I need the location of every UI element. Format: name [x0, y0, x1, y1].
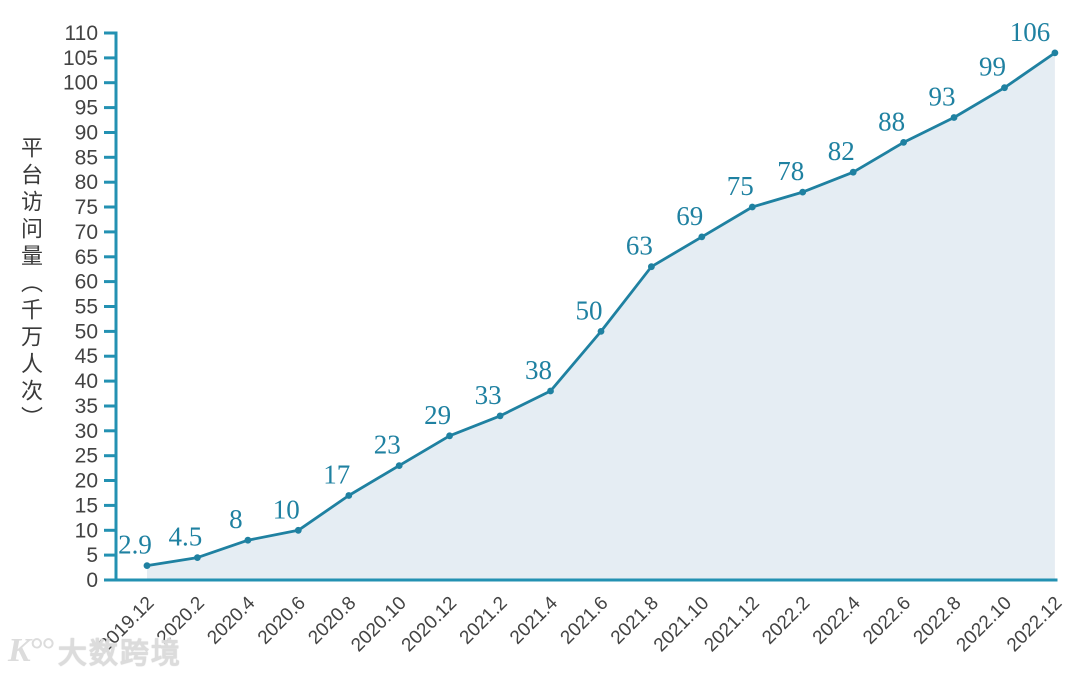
x-tick-label: 2022.4: [809, 592, 865, 648]
x-tick-label: 2022.2: [758, 593, 814, 649]
y-tick-label: 0: [86, 569, 98, 592]
data-label: 2.9: [118, 530, 152, 560]
data-label: 88: [878, 106, 905, 136]
data-label: 75: [727, 171, 754, 201]
x-tick-label: 2021.2: [456, 593, 512, 649]
data-point-marker: [446, 432, 453, 440]
y-tick-label: 110: [65, 22, 98, 45]
data-point-marker: [748, 203, 756, 211]
data-point-marker: [143, 562, 151, 569]
data-point-marker: [244, 536, 252, 544]
y-tick-label: 40: [75, 370, 98, 393]
x-tick-label: 2020.12: [398, 593, 461, 656]
data-label: 8: [229, 504, 243, 534]
data-point-marker: [597, 328, 605, 335]
data-point-marker: [294, 526, 302, 534]
x-tick-label: 2021.10: [650, 593, 713, 656]
data-label: 23: [374, 430, 401, 460]
data-point-marker: [194, 554, 201, 561]
data-label: 82: [828, 136, 855, 166]
y-tick-label: 55: [75, 296, 98, 319]
data-label: 78: [777, 156, 804, 186]
y-tick-label: 35: [75, 395, 98, 418]
y-tick-label: 75: [75, 196, 98, 219]
y-tick-label: 45: [75, 345, 98, 368]
data-label: 33: [475, 380, 502, 410]
watermark-logo-icon: K°°: [8, 632, 54, 669]
y-tick-label: 100: [63, 72, 98, 95]
data-point-marker: [950, 114, 958, 121]
data-point-marker: [345, 492, 353, 499]
data-label: 106: [1010, 17, 1051, 47]
data-point-marker: [799, 188, 807, 196]
data-point-marker: [1051, 49, 1059, 57]
data-label: 10: [273, 494, 300, 524]
y-tick-label: 15: [75, 494, 98, 517]
data-point-marker: [547, 387, 554, 395]
watermark: K°° 大数跨境: [8, 630, 182, 672]
y-tick-label: 80: [75, 171, 98, 194]
data-point-marker: [395, 462, 403, 469]
y-tick-label: 50: [75, 320, 98, 343]
y-tick-label: 90: [75, 122, 98, 145]
y-tick-label: 60: [75, 271, 98, 294]
data-label: 17: [323, 460, 350, 490]
data-point-marker: [698, 233, 706, 241]
data-label: 38: [525, 355, 552, 385]
area-fill: [147, 52, 1055, 580]
y-tick-label: 65: [75, 246, 98, 269]
data-label: 93: [929, 82, 956, 112]
y-tick-label: 30: [75, 420, 98, 443]
x-tick-label: 2022.12: [1003, 593, 1066, 656]
watermark-text: 大数跨境: [57, 638, 182, 670]
x-tick-label: 2022.6: [859, 593, 915, 649]
data-point-marker: [900, 139, 907, 146]
data-label: 99: [979, 52, 1006, 82]
data-point-marker: [496, 412, 504, 420]
data-label: 69: [676, 201, 703, 231]
x-tick-label: 2022.10: [953, 593, 1016, 656]
x-tick-label: 2021.12: [700, 593, 763, 656]
data-label: 63: [626, 231, 653, 261]
data-point-marker: [648, 263, 655, 271]
y-tick-label: 105: [63, 47, 98, 70]
data-label: 29: [424, 400, 451, 430]
x-tick-label: 2020.6: [254, 593, 310, 649]
y-axis-title: 平台访问量（千万人次）: [18, 136, 43, 433]
y-tick-label: 70: [75, 221, 98, 244]
data-point-marker: [1001, 84, 1008, 92]
x-tick-label: 2021.4: [506, 592, 562, 648]
y-tick-label: 20: [75, 470, 98, 493]
y-tick-label: 10: [75, 519, 98, 542]
x-tick-label: 2020.4: [203, 592, 259, 648]
x-tick-label: 2021.6: [557, 593, 613, 649]
data-label: 50: [576, 295, 603, 325]
y-tick-label: 5: [86, 544, 98, 567]
y-tick-label: 25: [75, 445, 98, 468]
data-label: 4.5: [169, 522, 203, 552]
data-point-marker: [849, 168, 857, 176]
x-tick-label: 2020.10: [347, 593, 410, 656]
y-tick-label: 95: [75, 97, 98, 120]
y-tick-label: 85: [75, 146, 98, 169]
